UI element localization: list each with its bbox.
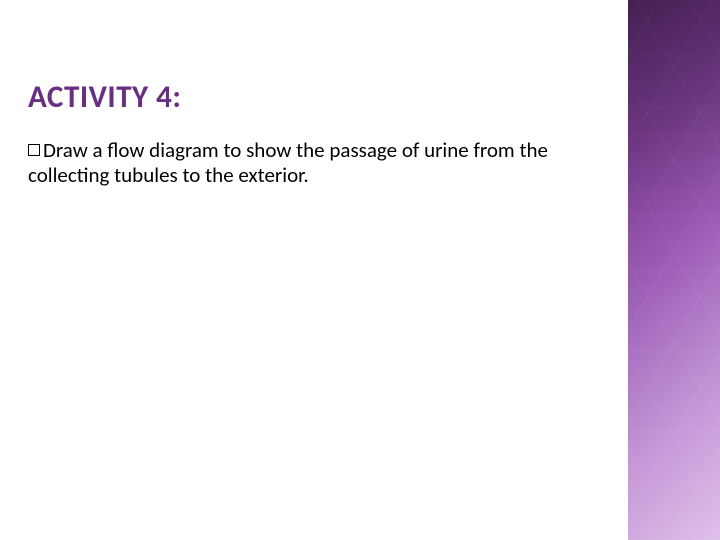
- decorative-side-band: [628, 0, 720, 540]
- slide: ACTIVITY 4: Draw a flow diagram to show …: [0, 0, 720, 540]
- slide-title: ACTIVITY 4:: [28, 78, 608, 116]
- body-paragraph: Draw a flow diagram to show the passage …: [28, 138, 588, 188]
- body-rest-text: a flow diagram to show the passage of ur…: [28, 137, 548, 188]
- body-lead-word: Draw: [43, 137, 88, 163]
- square-bullet-icon: [28, 144, 40, 156]
- content-area: ACTIVITY 4: Draw a flow diagram to show …: [0, 0, 628, 540]
